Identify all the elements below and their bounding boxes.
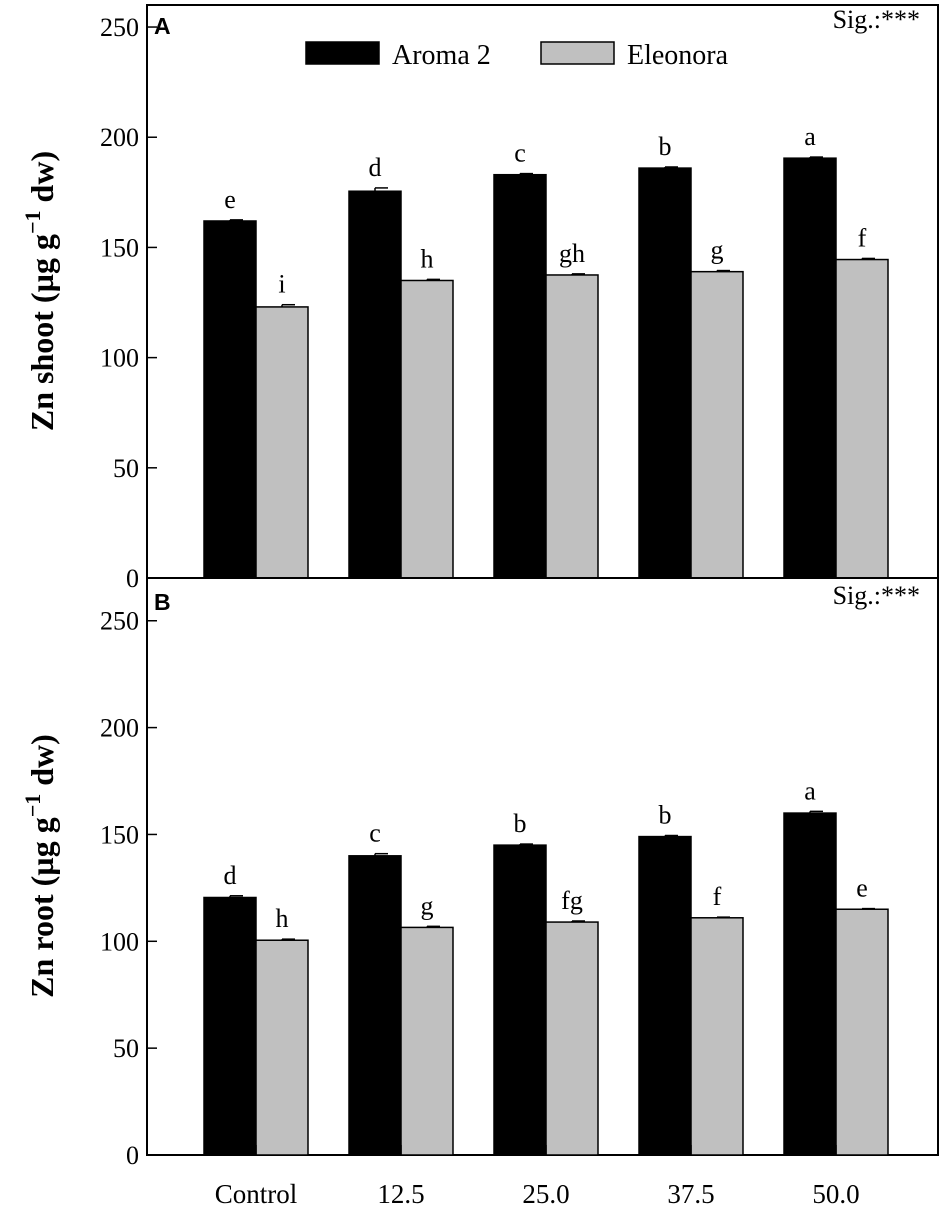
y-tick-label: 100 <box>100 927 139 956</box>
significance-letter: b <box>514 809 527 838</box>
significance-letter: f <box>713 882 722 911</box>
bar-aroma-2 <box>783 157 837 579</box>
significance-letter: d <box>224 861 237 890</box>
legend-label-eleonora: Eleonora <box>627 40 729 71</box>
panel-b: 0 50 100 150 200 250 d h c g b fg b f a e B Sig.:*** Z… <box>20 577 939 1209</box>
bar-eleonora <box>400 279 454 579</box>
bar-eleonora <box>400 926 454 1156</box>
y-tick-label: 150 <box>100 233 139 262</box>
panel-b-bars: d h c g b fg b f a e <box>203 776 889 1156</box>
bar-eleonora <box>690 270 744 579</box>
significance-letter: c <box>369 819 381 848</box>
panel-a-ylabel: Zn shoot (µg g−1 dw) <box>20 151 60 431</box>
significance-letter: h <box>421 244 434 273</box>
panel-b-ylabel: Zn root (µg g−1 dw) <box>20 734 60 998</box>
panel-b-label: B <box>154 589 171 615</box>
significance-letter: f <box>858 223 867 252</box>
panel-a-bars: e i d h c gh b g a f <box>203 122 889 579</box>
significance-letter: e <box>856 874 868 903</box>
panel-a-ylabel-sup: −1 <box>20 210 45 234</box>
bar-eleonora <box>255 306 309 579</box>
y-tick-label: 100 <box>100 344 139 373</box>
significance-letter: a <box>804 776 816 805</box>
significance-letter: i <box>278 270 285 299</box>
panel-a-y-axis: 0 50 100 150 200 250 <box>100 13 157 593</box>
x-tick-label: 25.0 <box>522 1179 569 1209</box>
legend-label-aroma-2: Aroma 2 <box>392 40 491 71</box>
bar-aroma-2 <box>203 220 257 579</box>
y-tick-label: 150 <box>100 820 139 849</box>
bar-aroma-2 <box>638 835 692 1156</box>
significance-letter: a <box>804 122 816 151</box>
x-tick-label: 37.5 <box>667 1179 714 1209</box>
significance-letter: h <box>276 904 289 933</box>
legend-swatch-aroma-2 <box>305 41 380 65</box>
bar-aroma-2 <box>493 173 547 579</box>
bar-aroma-2 <box>493 844 547 1156</box>
panel-a-significance: Sig.:*** <box>833 5 920 34</box>
panel-b-y-axis: 0 50 100 150 200 250 <box>100 607 157 1170</box>
y-tick-label: 250 <box>100 13 139 42</box>
significance-letter: c <box>514 139 526 168</box>
legend: Aroma 2 Eleonora <box>305 40 729 71</box>
y-tick-label: 0 <box>126 1141 139 1170</box>
panel-a: 0 50 100 150 200 250 e i d h c gh b g a f A Sig.:*** Z… <box>20 4 939 593</box>
y-tick-label: 50 <box>113 454 139 483</box>
y-tick-label: 0 <box>126 564 139 593</box>
bar-aroma-2 <box>203 896 257 1156</box>
y-tick-label: 50 <box>113 1034 139 1063</box>
significance-letter: b <box>659 801 672 830</box>
panel-b-ylabel-post: dw) <box>24 734 60 794</box>
significance-letter: gh <box>559 239 585 268</box>
y-tick-label: 250 <box>100 607 139 636</box>
panel-b-ylabel-sup: −1 <box>20 794 45 818</box>
y-tick-label: 200 <box>100 123 139 152</box>
x-axis: Control 12.5 25.0 37.5 50.0 <box>215 1145 860 1209</box>
panel-a-ylabel-pre: Zn shoot (µg g <box>24 234 60 431</box>
bar-eleonora <box>255 939 309 1156</box>
bar-aroma-2 <box>783 812 837 1156</box>
panel-b-significance: Sig.:*** <box>833 581 920 610</box>
bar-eleonora <box>835 908 889 1156</box>
significance-letter: b <box>659 132 672 161</box>
significance-letter: g <box>421 891 434 920</box>
significance-letter: fg <box>561 886 583 915</box>
panel-a-label: A <box>154 13 171 39</box>
bar-aroma-2 <box>348 190 402 579</box>
x-tick-label: Control <box>215 1179 298 1209</box>
bar-eleonora <box>690 917 744 1156</box>
significance-letter: g <box>711 236 724 265</box>
bar-aroma-2 <box>348 855 402 1156</box>
bar-eleonora <box>835 258 889 579</box>
x-tick-label: 50.0 <box>812 1179 859 1209</box>
y-tick-label: 200 <box>100 714 139 743</box>
panel-b-ylabel-pre: Zn root (µg g <box>24 817 60 998</box>
significance-letter: d <box>369 153 382 182</box>
bar-aroma-2 <box>638 167 692 579</box>
panel-a-ylabel-post: dw) <box>24 151 60 211</box>
bar-eleonora <box>545 274 599 579</box>
bar-eleonora <box>545 921 599 1156</box>
significance-letter: e <box>224 185 236 214</box>
legend-swatch-eleonora <box>540 41 615 65</box>
x-tick-label: 12.5 <box>377 1179 424 1209</box>
